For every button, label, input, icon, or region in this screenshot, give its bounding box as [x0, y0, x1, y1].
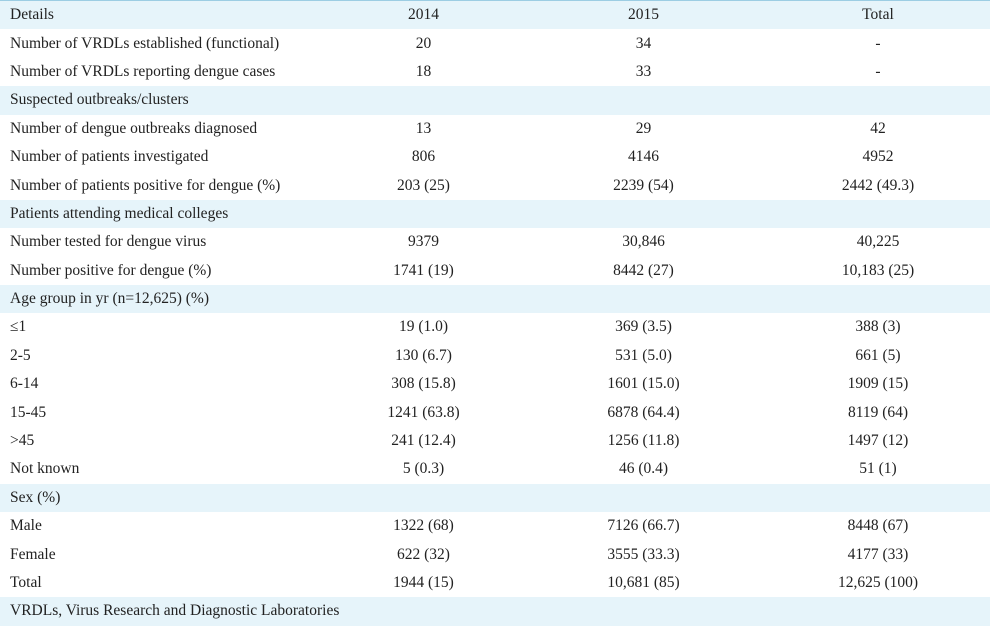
- cell-total: 8119 (64): [847, 403, 909, 421]
- cell-total: 51 (1): [859, 460, 897, 478]
- row-label: Number of patients investigated: [10, 148, 209, 166]
- cell-2015: 3555 (33.3): [607, 545, 680, 563]
- table-row: Female 622 (32) 3555 (33.3) 4177 (33): [0, 540, 990, 568]
- cell-2015: 6878 (64.4): [607, 403, 680, 421]
- table-row: 15-45 1241 (63.8) 6878 (64.4) 8119 (64): [0, 398, 990, 426]
- cell-2015: 7126 (66.7): [607, 517, 680, 535]
- section-label: Patients attending medical colleges: [0, 199, 990, 229]
- cell-2015: 8442 (27): [613, 261, 674, 279]
- cell-2015: 34: [635, 34, 652, 52]
- row-label: Total: [10, 574, 42, 591]
- header-total: Total: [756, 0, 990, 30]
- section-row: Age group in yr (n=12,625) (%): [0, 284, 990, 314]
- table-row: Number positive for dengue (%) 1741 (19) 8…: [0, 257, 990, 285]
- cell-2015: 2239 (54): [613, 176, 674, 194]
- cell-total: 8448 (67): [847, 517, 909, 535]
- cell-2014: 241 (12.4): [391, 432, 456, 450]
- cell-2015: 29: [635, 119, 652, 137]
- header-row: Details 2014 2015 Total: [0, 0, 990, 30]
- cell-total: -: [875, 62, 881, 80]
- table-row: ≤1 19 (1.0) 369 (3.5) 388 (3): [0, 313, 990, 341]
- cell-2014: 1322 (68): [393, 517, 454, 535]
- cell-total: 40,225: [856, 233, 900, 251]
- row-label: Female: [10, 545, 56, 563]
- cell-2014: 308 (15.8): [391, 375, 456, 393]
- cell-2015: 531 (5.0): [615, 346, 672, 364]
- cell-total: 12,625 (100): [837, 574, 919, 591]
- table-row: 2-5 130 (6.7) 531 (5.0) 661 (5): [0, 342, 990, 370]
- cell-total: 1909 (15): [847, 375, 909, 393]
- table-body: Number of VRDLs established (functional)…: [0, 29, 990, 597]
- cell-total: 388 (3): [855, 318, 901, 336]
- cell-total: 42: [870, 119, 886, 137]
- cell-2015: 30,846: [622, 233, 665, 251]
- cell-2014: 19 (1.0): [398, 318, 449, 336]
- row-label: 15-45: [10, 403, 47, 421]
- section-label: Age group in yr (n=12,625) (%): [0, 284, 990, 314]
- cell-total: 661 (5): [855, 346, 901, 364]
- row-label: Number tested for dengue virus: [10, 233, 207, 251]
- row-label: 2-5: [10, 346, 31, 364]
- cell-2014: 20: [415, 34, 432, 52]
- cell-2014: 9379: [408, 233, 439, 251]
- cell-2015: 10,681 (85): [607, 574, 680, 591]
- cell-2014: 18: [415, 62, 432, 80]
- section-row: Sex (%): [0, 483, 990, 513]
- table-row: Male 1322 (68) 7126 (66.7) 8448 (67): [0, 512, 990, 540]
- row-label: ≤1: [10, 318, 27, 336]
- cell-2014: 622 (32): [397, 545, 450, 563]
- row-label: Not known: [10, 460, 80, 478]
- table-row: 6-14 308 (15.8) 1601 (15.0) 1909 (15): [0, 370, 990, 398]
- table-row: Number of VRDLs established (functional)…: [0, 29, 990, 57]
- table-row: >45 241 (12.4) 1256 (11.8) 1497 (12): [0, 427, 990, 455]
- cell-2014: 1241 (63.8): [387, 403, 460, 421]
- cell-2014: 203 (25): [397, 176, 450, 194]
- cell-total: 4177 (33): [847, 545, 909, 563]
- cell-2015: 1256 (11.8): [607, 432, 680, 450]
- table-row: Not known 5 (0.3) 46 (0.4) 51 (1): [0, 455, 990, 483]
- cell-2014: 130 (6.7): [395, 346, 452, 364]
- section-row: Patients attending medical colleges: [0, 199, 990, 229]
- row-label: Male: [10, 517, 42, 535]
- table-footer: VRDLs, Virus Research and Diagnostic Lab…: [0, 597, 990, 626]
- table-header: Details 2014 2015 Total: [0, 0, 990, 30]
- cell-total: 10,183 (25): [841, 261, 915, 279]
- cell-2014: 1944 (15): [393, 574, 454, 591]
- table-row: Number of VRDLs reporting dengue cases 18…: [0, 58, 990, 86]
- header-2015: 2015: [521, 0, 756, 30]
- section-row: Suspected outbreaks/clusters: [0, 86, 990, 115]
- cell-total: -: [875, 34, 881, 52]
- row-label: Number of patients positive for dengue (…: [10, 176, 281, 194]
- cell-2015: 1601 (15.0): [607, 375, 680, 393]
- section-label: Suspected outbreaks/clusters: [0, 86, 990, 115]
- cell-total: 4952: [862, 148, 894, 166]
- row-label: Number positive for dengue (%): [10, 261, 212, 279]
- cell-2014: 1741 (19): [393, 261, 454, 279]
- cell-2014: 5 (0.3): [402, 460, 445, 478]
- cell-total: 1497 (12): [847, 432, 909, 450]
- cell-total: 2442 (49.3): [841, 176, 915, 194]
- table-row: Number of patients investigated 806 4146 49…: [0, 143, 990, 171]
- cell-2015: 33: [635, 62, 652, 80]
- footnote: VRDLs, Virus Research and Diagnostic Lab…: [0, 597, 990, 626]
- row-label: 6-14: [10, 375, 39, 393]
- row-label: Number of dengue outbreaks diagnosed: [10, 119, 258, 137]
- header-details: Details: [0, 0, 316, 30]
- cell-2015: 4146: [628, 148, 659, 166]
- cell-2014: 806: [411, 148, 436, 166]
- table-row: Number of patients positive for dengue (…: [0, 171, 990, 199]
- table-row: Number tested for dengue virus 9379 30,846…: [0, 228, 990, 256]
- table-row: Total 1944 (15) 10,681 (85) 12,625 (100): [0, 569, 990, 597]
- cell-2015: 369 (3.5): [615, 318, 672, 336]
- row-label: Number of VRDLs reporting dengue cases: [10, 62, 276, 80]
- section-label: Sex (%): [0, 483, 990, 513]
- cell-2015: 46 (0.4): [618, 460, 669, 478]
- header-2014: 2014: [316, 0, 521, 30]
- row-label: Number of VRDLs established (functional): [10, 34, 280, 52]
- footnote-row: VRDLs, Virus Research and Diagnostic Lab…: [0, 597, 990, 626]
- table-row: Number of dengue outbreaks diagnosed 13 29…: [0, 115, 990, 143]
- row-label: >45: [10, 432, 35, 450]
- cell-2014: 13: [415, 119, 432, 137]
